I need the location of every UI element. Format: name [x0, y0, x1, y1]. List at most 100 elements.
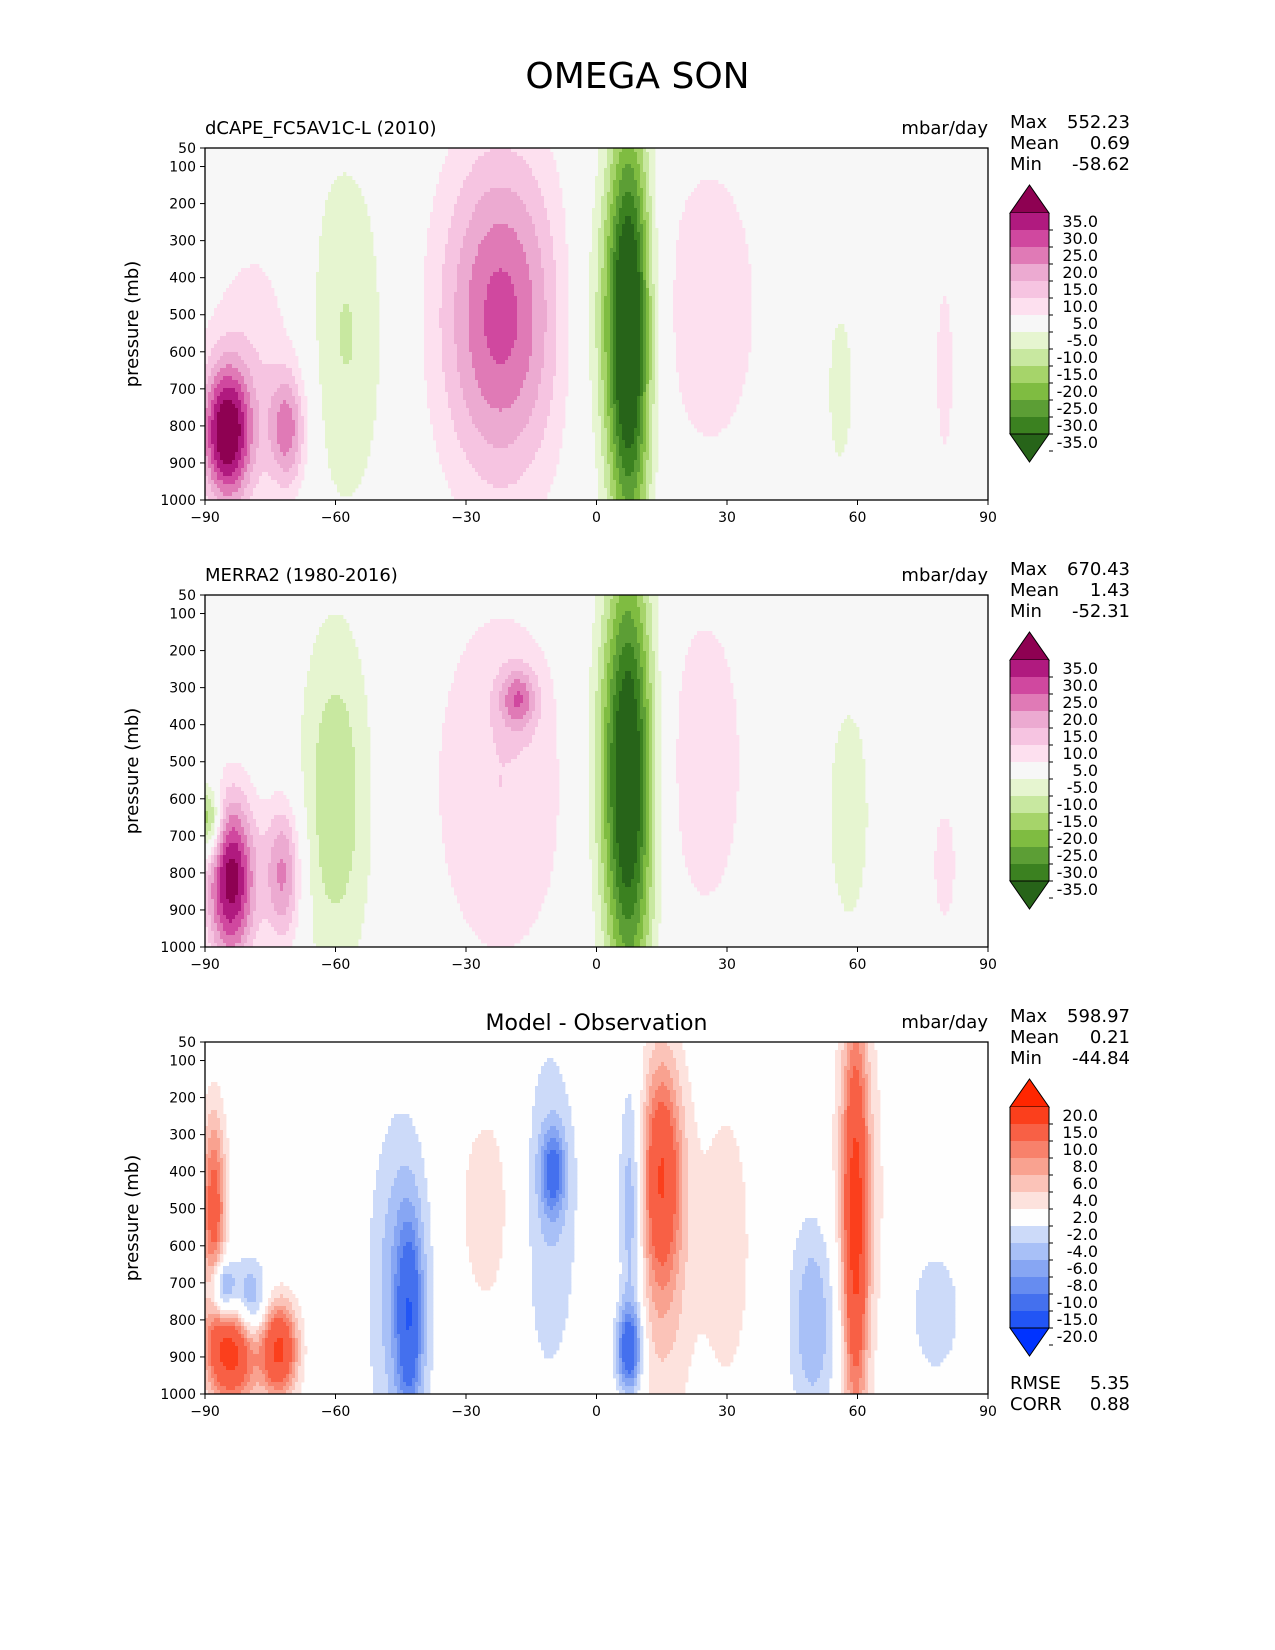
contour-cell	[478, 300, 482, 305]
contour-cell	[361, 268, 365, 273]
contour-cell	[247, 312, 251, 317]
contour-cell	[229, 320, 233, 325]
contour-cell	[346, 360, 350, 365]
contour-cell	[280, 344, 284, 349]
contour-cell	[322, 296, 326, 301]
contour-cell	[328, 376, 332, 381]
contour-cell	[286, 404, 290, 409]
contour-cell	[289, 448, 293, 453]
contour-cell	[472, 332, 476, 337]
contour-cell	[445, 472, 449, 477]
contour-cell	[463, 232, 467, 237]
contour-cell	[448, 312, 452, 317]
contour-cell	[451, 432, 455, 437]
contour-cell	[232, 396, 236, 401]
contour-cell	[451, 444, 455, 449]
contour-cell	[475, 164, 479, 169]
contour-cell	[454, 412, 458, 417]
contour-cell	[352, 196, 356, 201]
contour-cell	[358, 256, 362, 261]
contour-cell	[226, 300, 230, 305]
contour-cell	[355, 252, 359, 257]
contour-cell	[478, 216, 482, 221]
contour-cell	[265, 372, 269, 377]
contour-cell	[481, 208, 485, 213]
contour-cell	[298, 444, 302, 449]
contour-cell	[343, 476, 347, 481]
contour-cell	[223, 448, 227, 453]
contour-cell	[253, 452, 257, 457]
contour-cell	[265, 316, 269, 321]
contour-cell	[364, 404, 368, 409]
contour-cell	[484, 340, 488, 345]
contour-cell	[451, 324, 455, 329]
contour-cell	[223, 348, 227, 353]
contour-cell	[466, 468, 470, 473]
contour-cell	[481, 332, 485, 337]
contour-cell	[499, 252, 503, 257]
contour-cell	[265, 492, 269, 497]
contour-cell	[352, 480, 356, 485]
contour-cell	[490, 220, 494, 225]
contour-cell	[253, 324, 257, 329]
contour-cell	[214, 328, 218, 333]
contour-cell	[280, 444, 284, 449]
contour-cell	[457, 384, 461, 389]
contour-cell	[475, 288, 479, 293]
contour-cell	[364, 364, 368, 369]
contour-cell	[478, 404, 482, 409]
contour-cell	[433, 248, 437, 253]
contour-cell	[214, 324, 218, 329]
contour-cell	[355, 368, 359, 373]
contour-cell	[232, 340, 236, 345]
contour-cell	[361, 404, 365, 409]
contour-cell	[229, 400, 233, 405]
contour-cell	[448, 344, 452, 349]
contour-cell	[331, 328, 335, 333]
contour-cell	[223, 468, 227, 473]
contour-cell	[355, 316, 359, 321]
contour-cell	[322, 388, 326, 393]
contour-cell	[499, 248, 503, 253]
contour-cell	[376, 296, 380, 301]
contour-cell	[271, 476, 275, 481]
contour-cell	[208, 460, 212, 465]
contour-cell	[463, 264, 467, 269]
contour-cell	[208, 452, 212, 457]
contour-cell	[433, 336, 437, 341]
contour-cell	[322, 368, 326, 373]
contour-cell	[367, 296, 371, 301]
contour-cell	[256, 296, 260, 301]
contour-cell	[466, 192, 470, 197]
contour-cell	[331, 316, 335, 321]
contour-cell	[340, 208, 344, 213]
contour-cell	[466, 312, 470, 317]
contour-cell	[220, 408, 224, 413]
contour-cell	[325, 416, 329, 421]
contour-cell	[457, 200, 461, 205]
contour-cell	[232, 352, 236, 357]
contour-cell	[292, 456, 296, 461]
contour-cell	[280, 496, 284, 501]
contour-cell	[316, 284, 320, 289]
contour-cell	[232, 368, 236, 373]
contour-cell	[439, 228, 443, 233]
contour-cell	[274, 404, 278, 409]
contour-cell	[241, 400, 245, 405]
contour-cell	[289, 364, 293, 369]
contour-cell	[487, 232, 491, 237]
contour-cell	[433, 396, 437, 401]
contour-cell	[214, 488, 218, 493]
contour-cell	[226, 332, 230, 337]
contour-cell	[274, 444, 278, 449]
contour-cell	[325, 272, 329, 277]
contour-cell	[229, 456, 233, 461]
contour-cell	[469, 464, 473, 469]
contour-cell	[250, 340, 254, 345]
contour-cell	[235, 376, 239, 381]
contour-cell	[433, 216, 437, 221]
contour-cell	[325, 260, 329, 265]
contour-cell	[460, 364, 464, 369]
contour-cell	[460, 292, 464, 297]
contour-cell	[475, 424, 479, 429]
